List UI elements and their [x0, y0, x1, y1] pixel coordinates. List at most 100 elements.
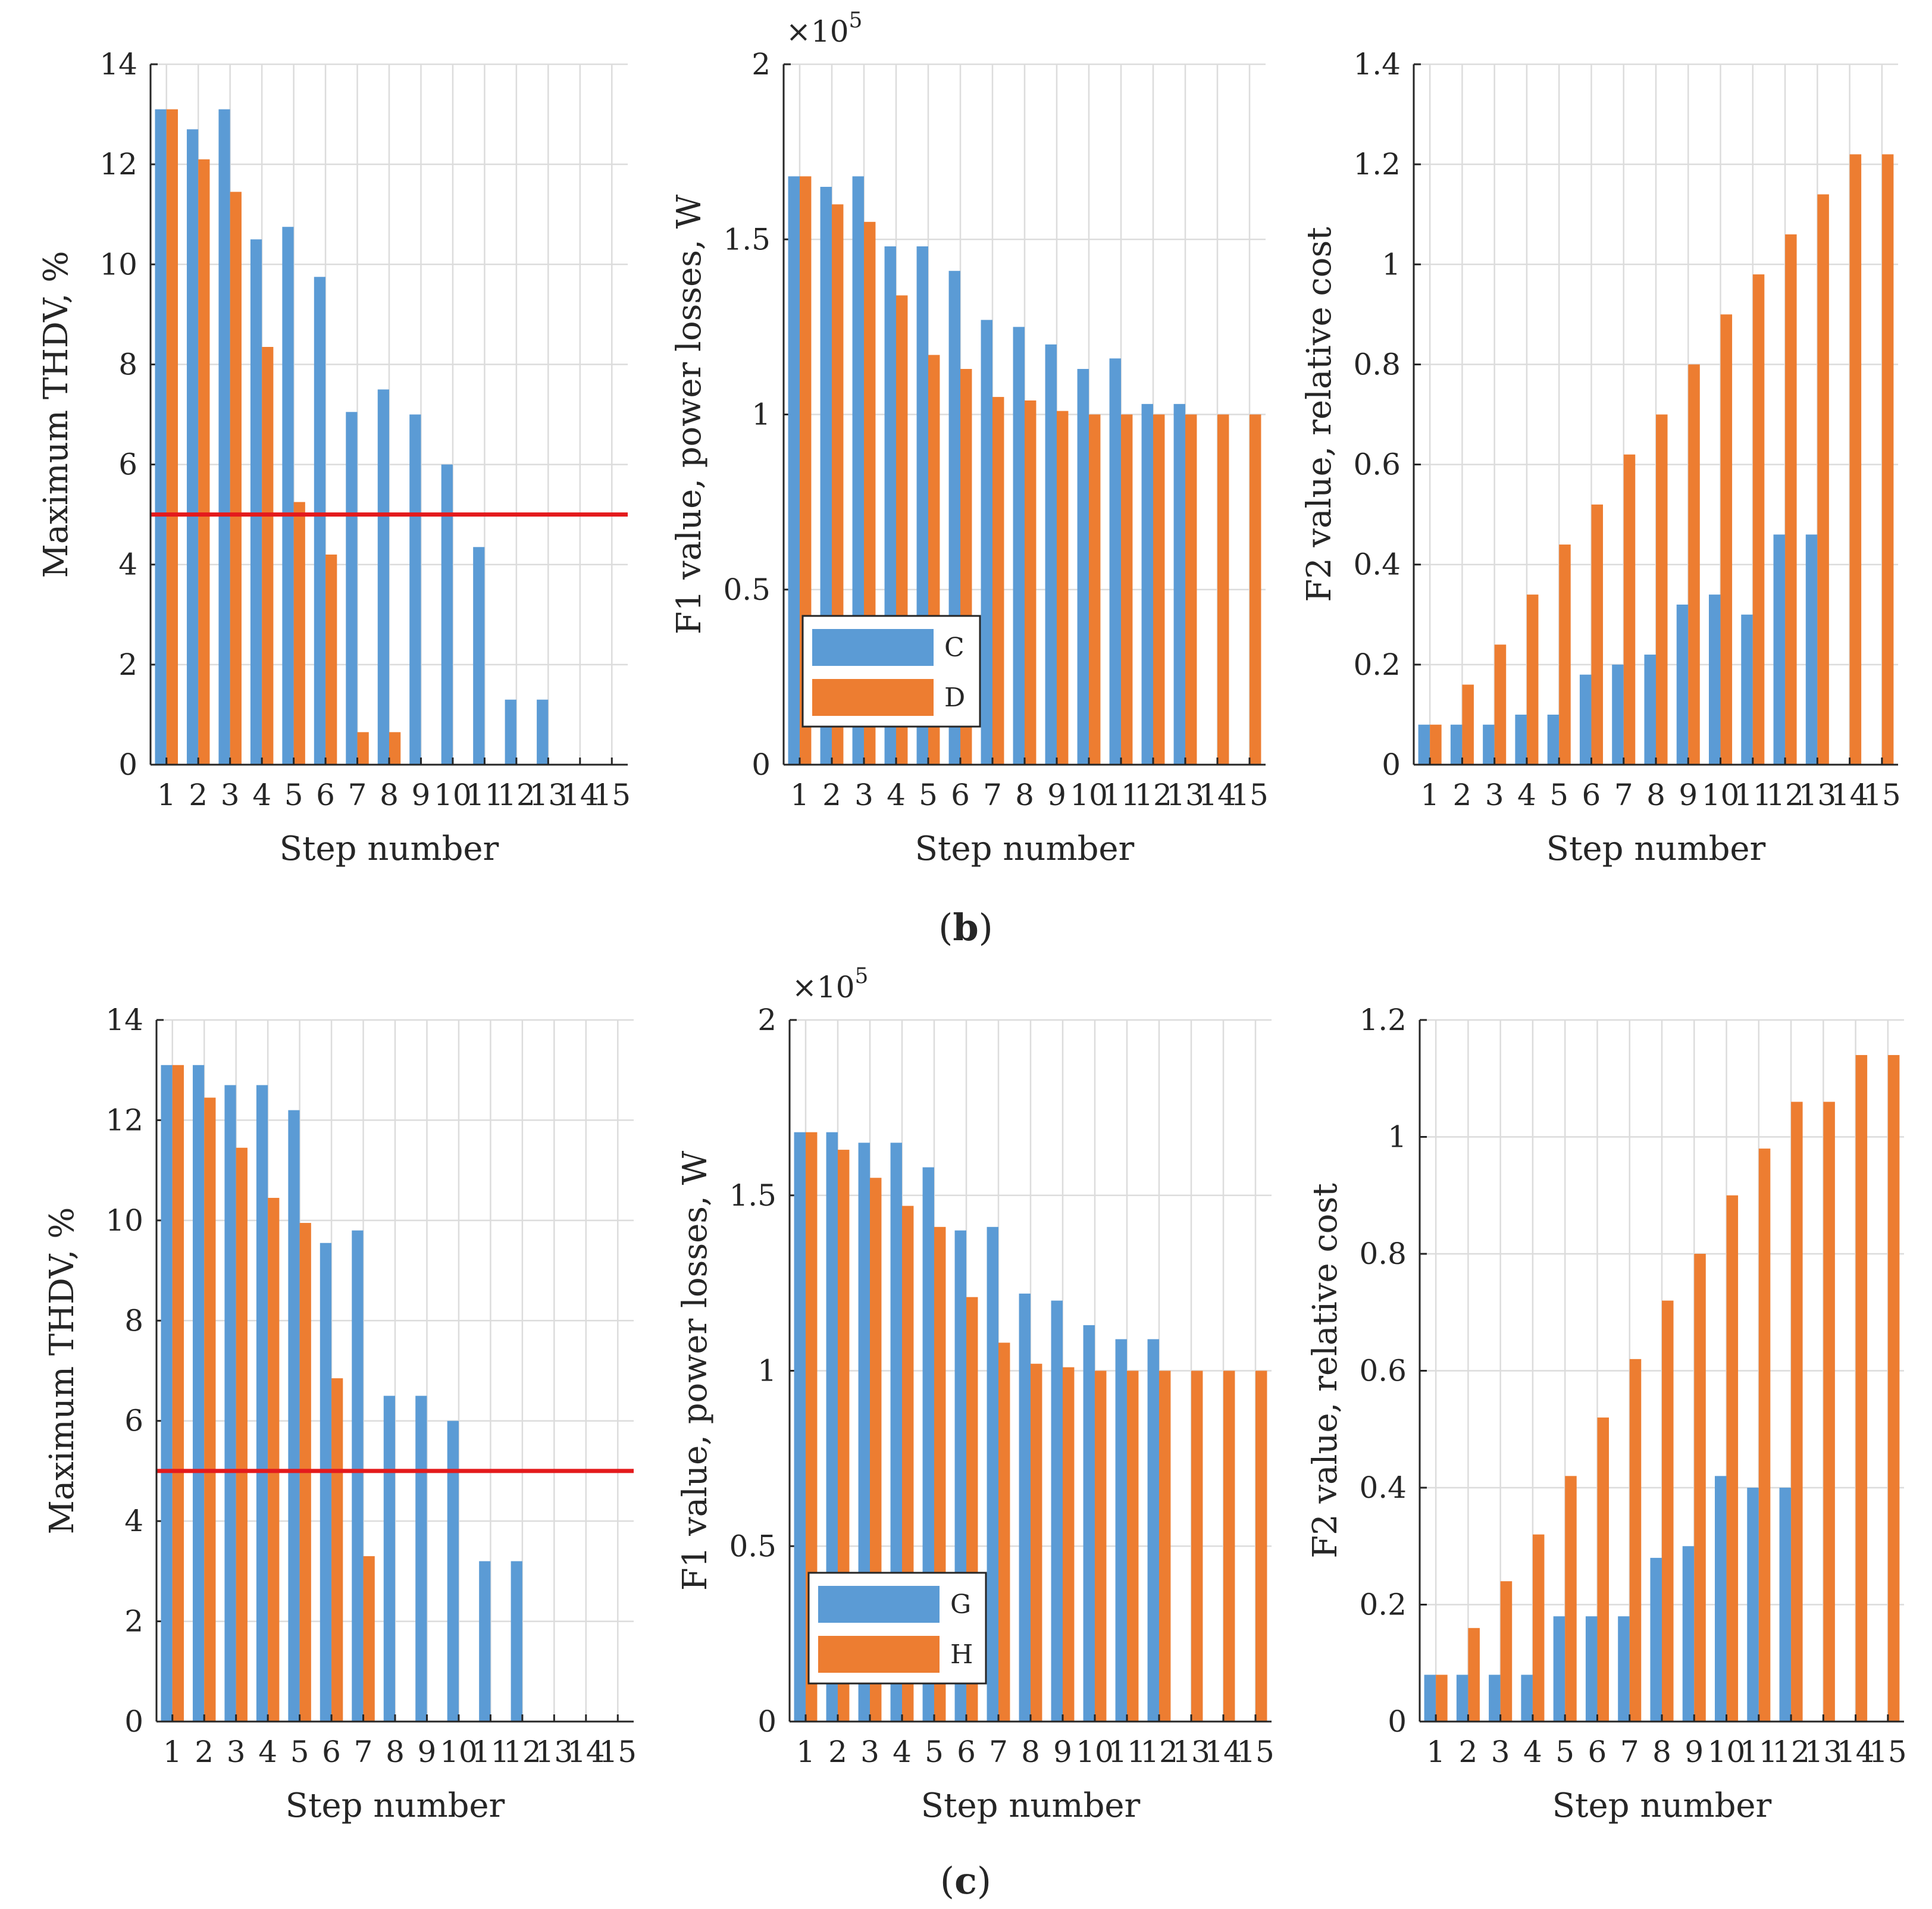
bar-G-2 — [1456, 1675, 1468, 1722]
bar-C-7 — [1612, 664, 1624, 765]
x-tick-label: 8 — [1021, 1735, 1040, 1769]
x-tick-label: 15 — [593, 778, 631, 812]
y-axis-title: F1 value, power losses, W — [676, 1150, 715, 1591]
y-tick-label: 0.6 — [1359, 1354, 1407, 1388]
axis-exponent-power: 5 — [849, 8, 863, 33]
bar-H-14 — [1855, 1054, 1868, 1722]
x-tick-label: 11 — [1740, 1735, 1778, 1769]
bar-D-13 — [1185, 414, 1197, 765]
x-tick-label: 12 — [1140, 1735, 1178, 1769]
axis-exponent-base: ×10 — [786, 14, 849, 49]
x-tick-label: 1 — [796, 1735, 815, 1769]
x-tick-label: 12 — [1772, 1735, 1810, 1769]
x-tick-label: 6 — [1582, 778, 1601, 812]
x-tick-label: 6 — [316, 778, 335, 812]
x-tick-label: 5 — [925, 1735, 944, 1769]
x-tick-label: 9 — [412, 778, 431, 812]
bar-C-1 — [1418, 724, 1430, 765]
y-tick-label: 0 — [118, 747, 137, 782]
bar-D-7 — [357, 732, 369, 765]
x-tick-label: 3 — [227, 1735, 246, 1769]
x-tick-label: 2 — [828, 1735, 847, 1769]
x-tick-label: 2 — [195, 1735, 214, 1769]
x-axis-title: Step number — [280, 830, 499, 868]
bar-G-4 — [256, 1085, 268, 1722]
y-tick-label: 0 — [1388, 1704, 1407, 1739]
y-tick-label: 0 — [1382, 747, 1401, 782]
bar-G-9 — [1682, 1546, 1695, 1722]
y-tick-label: 12 — [99, 147, 137, 181]
legend-swatch-D — [812, 679, 934, 716]
bar-G-12 — [1779, 1488, 1792, 1722]
x-tick-label: 11 — [1734, 778, 1772, 812]
legend-label-G: G — [950, 1589, 971, 1620]
x-tick-label: 2 — [1458, 1735, 1477, 1769]
bar-C-1 — [155, 109, 167, 765]
y-axis-title: F2 value, relative cost — [1300, 227, 1339, 602]
x-tick-label: 12 — [1134, 778, 1172, 812]
chart-b-f2: 00.20.40.60.811.21.41 2 3 4 5 6 7 8 9 10111213141… — [1300, 47, 1901, 868]
axis-exponent: ×105 — [786, 8, 862, 49]
axis-exponent: ×105 — [792, 964, 868, 1004]
bar-C-8 — [1644, 655, 1656, 765]
y-tick-label: 8 — [118, 347, 137, 381]
bar-D-14 — [1217, 414, 1229, 765]
bar-G-10 — [1083, 1325, 1095, 1722]
x-tick-label: 4 — [887, 778, 906, 812]
x-tick-label: 14 — [1831, 778, 1869, 812]
bar-H-13 — [1191, 1370, 1203, 1722]
bar-C-7 — [346, 412, 358, 765]
bar-H-9 — [1063, 1367, 1075, 1722]
bar-H-9 — [1694, 1254, 1706, 1722]
x-tick-label: 6 — [957, 1735, 976, 1769]
bar-G-3 — [1489, 1675, 1501, 1722]
y-axis-title: Maximum THDV, % — [43, 1207, 82, 1535]
x-tick-label: 4 — [1523, 1735, 1542, 1769]
x-tick-label: 9 — [418, 1735, 437, 1769]
x-tick-label: 7 — [354, 1735, 373, 1769]
bar-H-13 — [1823, 1101, 1835, 1722]
bar-D-2 — [198, 159, 210, 765]
x-tick-label: 6 — [1588, 1735, 1607, 1769]
bar-H-1 — [172, 1065, 184, 1722]
bar-C-9 — [409, 414, 421, 765]
bar-D-12 — [1785, 234, 1797, 765]
bar-G-11 — [479, 1561, 491, 1722]
bar-D-7 — [1623, 454, 1636, 765]
bar-C-12 — [1141, 403, 1153, 765]
y-tick-label: 1 — [757, 1354, 776, 1388]
bar-G-12 — [1147, 1339, 1159, 1722]
bar-D-10 — [1089, 414, 1101, 765]
x-tick-label: 7 — [1620, 1735, 1639, 1769]
bar-G-7 — [352, 1230, 364, 1722]
x-tick-label: 12 — [497, 778, 536, 812]
x-tick-label: 3 — [854, 778, 873, 812]
bar-D-13 — [1817, 194, 1829, 765]
bar-G-12 — [511, 1561, 522, 1722]
bar-H-15 — [1255, 1370, 1267, 1722]
bar-D-3 — [230, 192, 242, 765]
bar-D-4 — [262, 347, 274, 765]
legend-label-H: H — [950, 1639, 973, 1670]
x-tick-label: 3 — [1491, 1735, 1510, 1769]
bar-G-11 — [1115, 1339, 1127, 1722]
bar-G-9 — [1051, 1300, 1063, 1722]
y-tick-label: 0 — [124, 1704, 143, 1739]
y-tick-label: 2 — [757, 1003, 776, 1037]
bar-H-3 — [236, 1147, 248, 1722]
x-tick-label: 1 — [157, 778, 176, 812]
x-tick-label: 8 — [1015, 778, 1034, 812]
bar-C-9 — [1676, 604, 1689, 765]
x-tick-label: 8 — [380, 778, 399, 812]
bar-D-15 — [1881, 154, 1894, 765]
bar-C-5 — [282, 227, 294, 765]
bar-C-4 — [250, 239, 262, 765]
y-tick-label: 1.2 — [1359, 1003, 1407, 1037]
x-tick-label: 13 — [1799, 778, 1837, 812]
bar-D-8 — [1656, 414, 1668, 765]
x-tick-label: 15 — [1863, 778, 1901, 812]
x-tick-label: 13 — [530, 778, 568, 812]
